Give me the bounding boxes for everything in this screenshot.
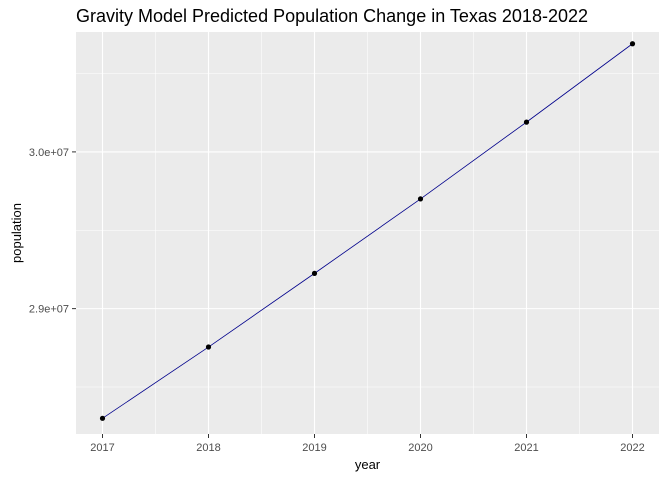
major-gridlines [76,32,659,434]
data-point [417,196,424,202]
x-tick-label: 2022 [620,442,644,454]
minor-gridlines [76,32,659,434]
y-axis-title: population [9,203,24,263]
x-tick-label: 2021 [514,442,538,454]
series-layer [99,41,636,421]
y-tick-label: 3.0e+07 [29,147,69,159]
x-tick-label: 2018 [196,442,220,454]
data-point [523,119,530,125]
data-point [311,270,318,276]
data-point [205,344,212,350]
chart-title: Gravity Model Predicted Population Chang… [76,6,588,26]
x-tick-label: 2019 [302,442,326,454]
data-point [99,415,106,421]
axes: 2017 2018 2019 2020 2021 2022 2.9e+07 3.0e+07 [29,147,645,454]
x-tick-label: 2020 [408,442,432,454]
y-tick-label: 2.9e+07 [29,304,69,316]
series-line [102,43,633,419]
x-tick-label: 2017 [90,442,114,454]
data-point [629,41,636,47]
x-axis-title: year [355,457,381,472]
